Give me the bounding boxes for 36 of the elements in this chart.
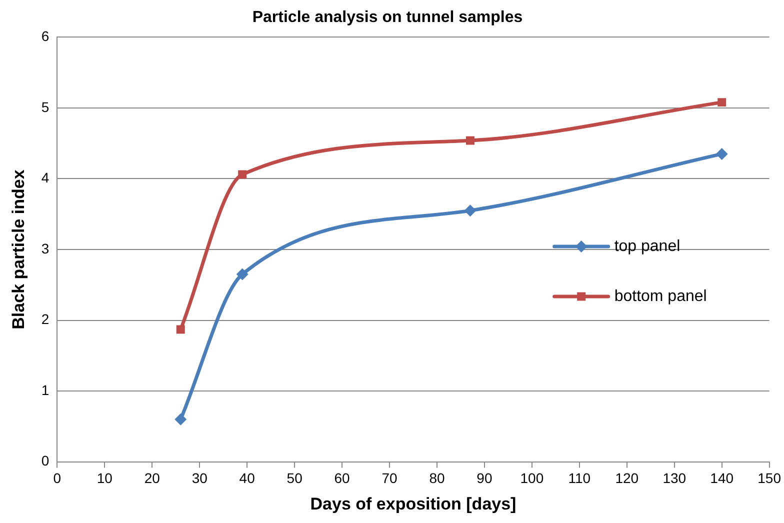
x-axis-title: Days of exposition [days] — [310, 494, 516, 514]
y-tick-label: 3 — [41, 240, 50, 256]
x-tick-label: 120 — [615, 470, 639, 486]
x-tick-label: 70 — [382, 470, 398, 486]
x-tick-label: 10 — [96, 470, 113, 486]
x-tick-label: 80 — [429, 470, 445, 486]
y-tick-label: 6 — [41, 28, 50, 44]
y-axis-title: Black particle index — [8, 169, 28, 330]
legend-label: top panel — [614, 238, 680, 255]
point — [464, 204, 476, 217]
y-tick-label: 1 — [41, 382, 50, 398]
y-tick-label: 5 — [41, 98, 50, 115]
x-tick-label: 110 — [568, 470, 591, 486]
point — [716, 148, 728, 160]
x-tick-label: 150 — [758, 470, 782, 486]
x-tick-label: 50 — [286, 470, 303, 486]
point — [718, 98, 726, 107]
x-tick-label: 100 — [520, 470, 544, 486]
point — [176, 325, 185, 334]
x-tick-label: 90 — [476, 470, 492, 486]
x-tick-label: 0 — [53, 470, 62, 486]
x-tick-label: 130 — [662, 470, 686, 486]
x-tick-label: 40 — [239, 470, 256, 486]
y-tick-label: 2 — [41, 311, 50, 328]
x-tick-label: 30 — [192, 470, 208, 486]
point — [466, 136, 474, 145]
point — [238, 170, 247, 179]
y-tick-label: 4 — [41, 170, 50, 186]
legend-label: bottom panel — [614, 288, 707, 305]
point — [236, 268, 248, 280]
x-tick-label: 140 — [710, 470, 734, 486]
y-tick-label: 0 — [41, 452, 50, 469]
chart-title: Particle analysis on tunnel samples — [252, 9, 523, 26]
x-tick-label: 20 — [144, 470, 160, 486]
x-tick-label: 60 — [334, 470, 350, 486]
point — [174, 413, 187, 426]
